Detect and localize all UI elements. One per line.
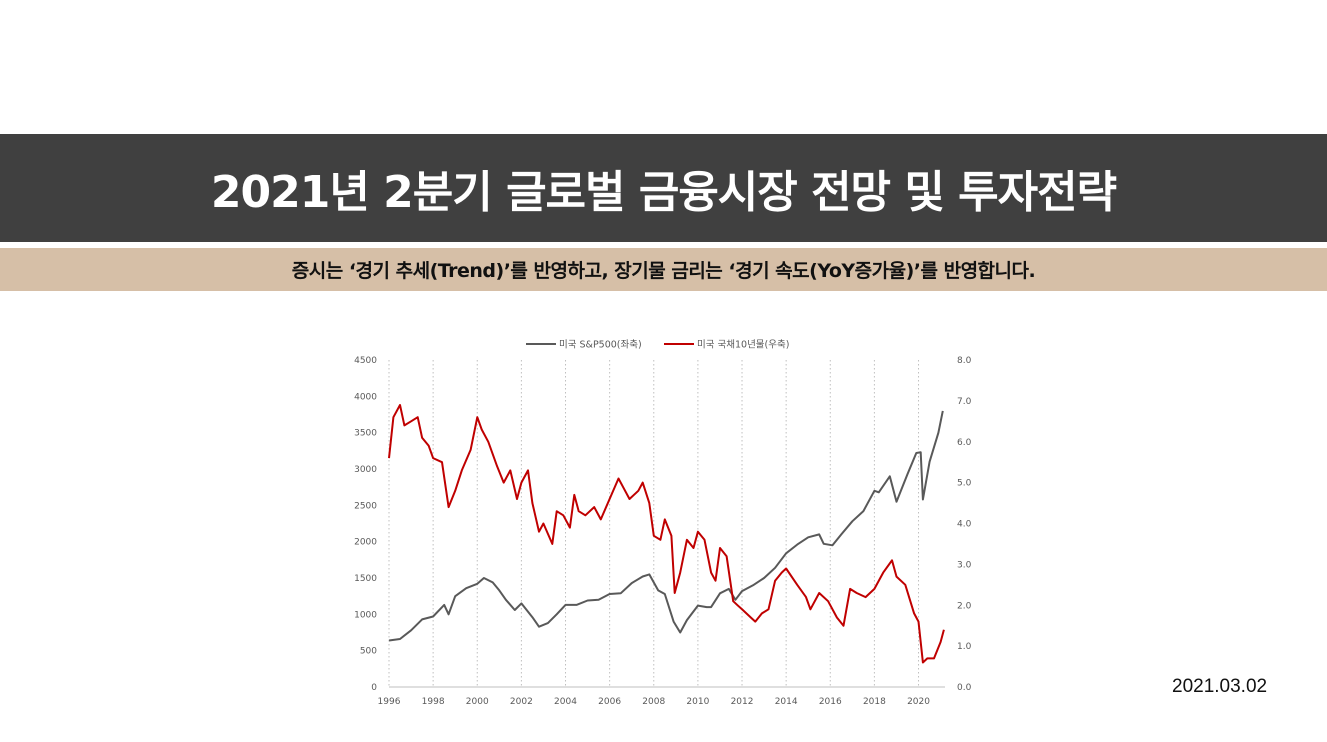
legend-label: 미국 국채10년물(우축): [697, 340, 789, 351]
x-tick-label: 2000: [466, 697, 489, 707]
y-left-tick-label: 3000: [354, 465, 377, 475]
x-tick-label: 1996: [378, 697, 401, 707]
line-chart: 1996 1998 2000 2002 2004 2006 2008 2010 2012 2014…: [354, 340, 972, 708]
x-tick-label: 2008: [642, 697, 665, 707]
y-right-tick-label: 1.0: [957, 642, 972, 652]
series-line-sp500: [388, 410, 944, 642]
y-right-tick-label: 3.0: [957, 560, 972, 570]
x-tick-label: 2014: [775, 697, 798, 707]
title-bar: 2021년 2분기 글로벌 금융시장 전망 및 투자전략: [0, 134, 1327, 242]
x-tick-label: 1998: [422, 697, 445, 707]
x-tick-label: 2012: [731, 697, 754, 707]
series-line-ust10y: [388, 404, 945, 664]
y-left-tick-label: 2000: [354, 538, 377, 548]
y-left-tick-label: 4500: [354, 356, 377, 366]
y-left-tick-label: 1000: [354, 610, 377, 620]
x-tick-label: 2020: [907, 697, 930, 707]
page-subtitle: 증시는 ‘경기 추세(Trend)’를 반영하고, 장기물 금리는 ‘경기 속도…: [291, 260, 1036, 282]
y-left-tick-label: 500: [360, 647, 377, 657]
y-left-tick-label: 1500: [354, 574, 377, 584]
legend-label: 미국 S&P500(좌축): [559, 340, 642, 351]
y-left-tick-label: 3500: [354, 429, 377, 439]
x-tick-label: 2016: [819, 697, 842, 707]
y-right-tick-label: 5.0: [957, 479, 972, 489]
y-left-tick-label: 4000: [354, 392, 377, 402]
y-right-tick-label: 2.0: [957, 601, 972, 611]
x-tick-label: 2010: [686, 697, 709, 707]
x-tick-label: 2018: [863, 697, 886, 707]
y-right-tick-label: 6.0: [957, 438, 972, 448]
page-title: 2021년 2분기 글로벌 금융시장 전망 및 투자전략: [210, 167, 1117, 218]
y-right-tick-label: 7.0: [957, 397, 972, 407]
report-date: 2021.03.02: [1172, 676, 1268, 697]
y-right-tick-label: 4.0: [957, 520, 972, 530]
y-right-tick-label: 8.0: [957, 356, 972, 366]
y-right-tick-label: 0.0: [957, 683, 972, 693]
x-tick-label: 2006: [598, 697, 621, 707]
x-tick-label: 2002: [510, 697, 533, 707]
y-left-tick-label: 0: [371, 683, 377, 693]
subtitle-bar: 증시는 ‘경기 추세(Trend)’를 반영하고, 장기물 금리는 ‘경기 속도…: [0, 248, 1327, 291]
y-left-tick-label: 2500: [354, 501, 377, 511]
x-tick-label: 2004: [554, 697, 577, 707]
